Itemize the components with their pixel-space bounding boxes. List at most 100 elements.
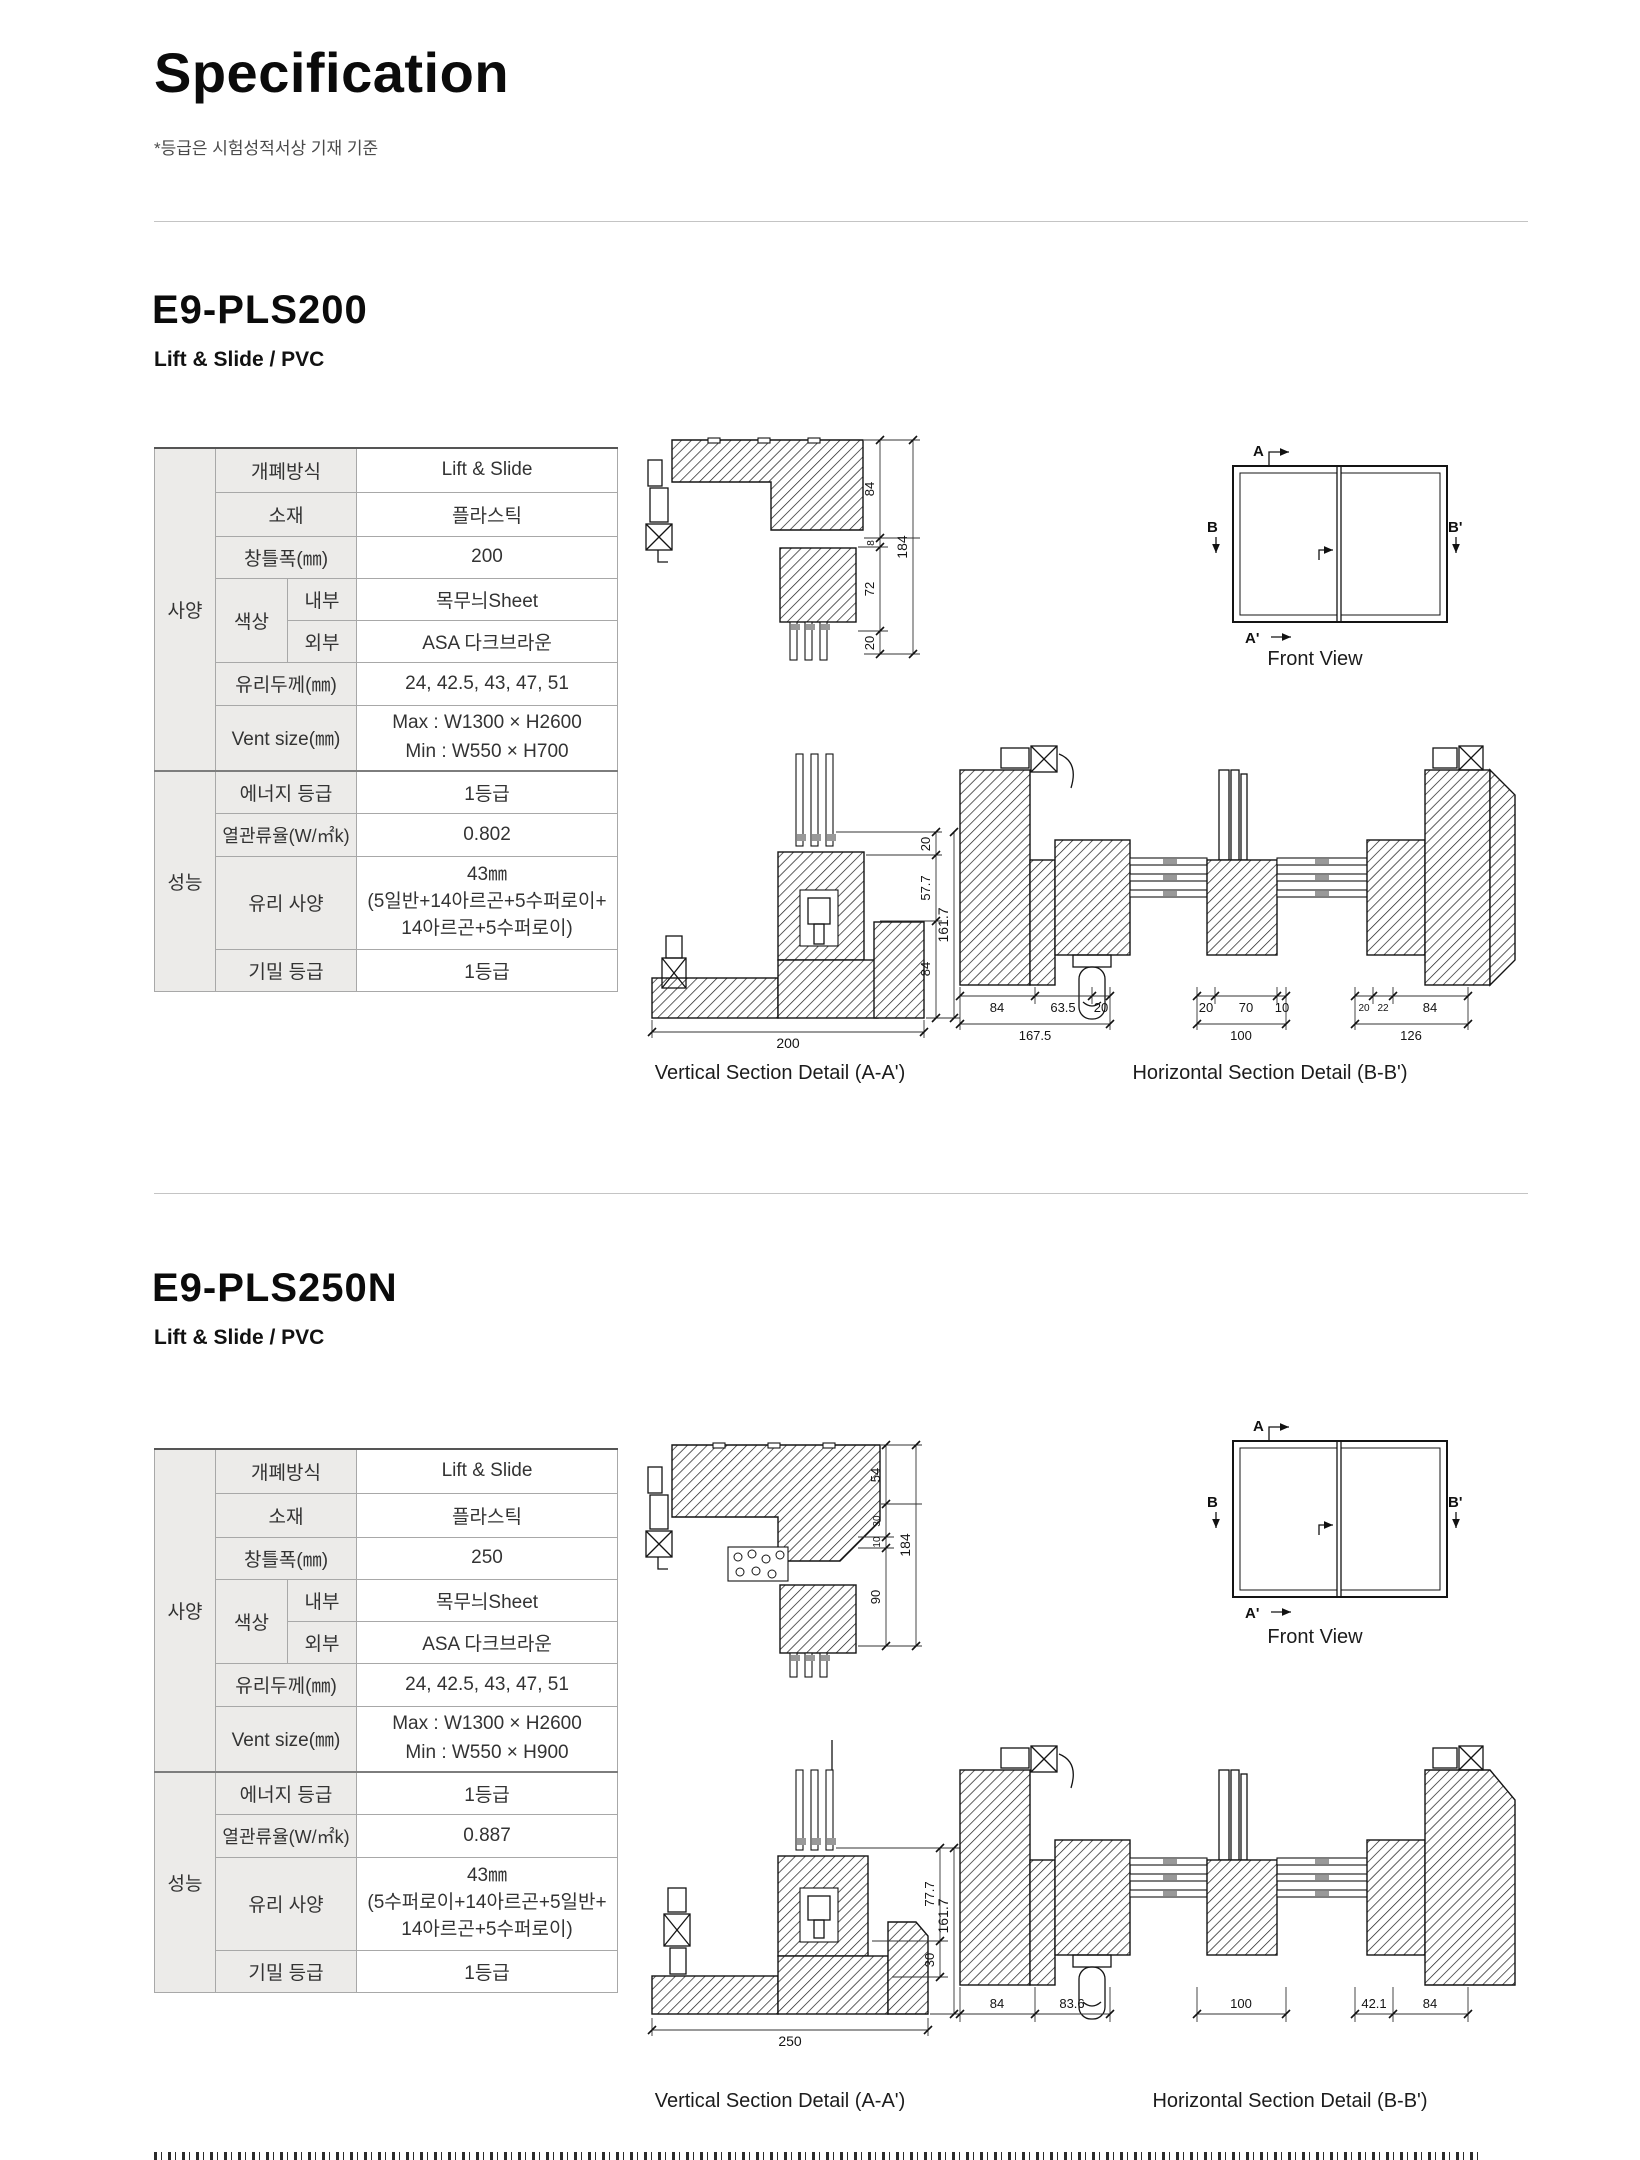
row-value-uvalue: 0.802: [356, 812, 619, 857]
dim-label: 70: [1239, 1000, 1253, 1015]
row-value-material: 플라스틱: [356, 491, 619, 537]
row-label-material: 소재: [214, 491, 358, 537]
dim-label: 77.7: [922, 1881, 937, 1906]
row-value-color-inner: 목무늬Sheet: [356, 1578, 619, 1622]
row-label-frame-width: 창틀폭(㎜): [214, 1536, 358, 1580]
section-marker-b: B: [1207, 519, 1218, 536]
dim-label: 20: [918, 837, 933, 851]
section-marker-b: B: [1207, 1494, 1218, 1511]
divider-line: [154, 1193, 1528, 1194]
glass-spec-line: 14아르곤+5수퍼로이): [401, 1918, 573, 1940]
dim-label: 90: [868, 1590, 883, 1604]
dim-overall-label: 126: [1400, 1028, 1422, 1043]
section-marker-a: A: [1253, 443, 1264, 460]
horizontal-section-caption: Horizontal Section Detail (B-B'): [1132, 1062, 1408, 1084]
dim-overall-label: 184: [897, 1533, 913, 1557]
horizontal-section-drawing: 84 63.5 20 167.5 20 70 10 100 20 22 84 1…: [955, 745, 1516, 1043]
section-marker-a-prime: A': [1245, 1605, 1259, 1620]
row-label-glass-spec: 유리 사양: [214, 1856, 358, 1951]
front-view-caption: Front View: [1267, 648, 1363, 670]
dim-overall-label: 100: [1230, 1028, 1252, 1043]
front-view-drawing: A A' B B': [1207, 1418, 1462, 1620]
dim-label: 20: [1199, 1000, 1213, 1015]
row-value-open-type: Lift & Slide: [356, 1448, 619, 1494]
row-label-vent-size: Vent size(㎜): [214, 1705, 358, 1773]
front-view-caption: Front View: [1267, 1626, 1363, 1648]
row-value-glass-thickness: 24, 42.5, 43, 47, 51: [356, 661, 619, 706]
dim-label: 8: [866, 540, 877, 546]
page-note: *등급은 시험성적서상 기재 기준: [154, 139, 379, 158]
dim-overall-label: 184: [894, 535, 910, 559]
row-label-color: 색상: [215, 577, 288, 663]
dim-label: 100: [1230, 1996, 1252, 2011]
dim-label: 84: [918, 962, 933, 976]
row-value-glass-spec: 43㎜ (5일반+14아르곤+5수퍼로이+ 14아르곤+5수퍼로이): [356, 855, 619, 950]
glass-spec-line: 43㎜: [466, 864, 508, 886]
row-label-color: 색상: [215, 1578, 288, 1664]
dim-label: 84: [990, 1000, 1004, 1015]
row-label-material: 소재: [214, 1492, 358, 1538]
dim-label: 84: [1423, 1000, 1437, 1015]
spec-table: 사양 개폐방식 Lift & Slide 소재 플라스틱 창틀폭(㎜) 250 …: [154, 1448, 619, 1993]
row-label-vent-size: Vent size(㎜): [214, 704, 358, 772]
row-label-open-type: 개폐방식: [214, 1448, 358, 1494]
dim-label: 83.6: [1059, 1996, 1084, 2011]
horizontal-section-drawing: 84 83.6 100 42.1 84: [955, 1745, 1516, 2022]
row-value-energy: 1등급: [356, 1771, 619, 1815]
row-value-frame-width: 200: [356, 535, 619, 579]
dim-label: 54: [868, 1468, 883, 1482]
row-label-frame-width: 창틀폭(㎜): [214, 535, 358, 579]
group-spec: 사양: [154, 1448, 216, 1773]
dim-label: 20: [1358, 1003, 1370, 1014]
glass-spec-line: 14아르곤+5수퍼로이): [401, 917, 573, 939]
vent-max: Max : W1300 × H2600: [392, 712, 582, 734]
row-label-glass-spec: 유리 사양: [214, 855, 358, 950]
row-label-color-inner: 내부: [286, 577, 358, 621]
row-value-frame-width: 250: [356, 1536, 619, 1580]
page-title: Specification: [154, 41, 510, 104]
divider-line: [154, 221, 1528, 222]
row-value-open-type: Lift & Slide: [356, 447, 619, 493]
row-label-color-inner: 내부: [286, 1578, 358, 1622]
row-label-uvalue: 열관류율(W/㎡k): [214, 1813, 358, 1858]
row-value-vent-size: Max : W1300 × H2600 Min : W550 × H900: [356, 1705, 619, 1773]
row-value-airtight: 1등급: [356, 1949, 619, 1993]
product-model-title: E9-PLS250N: [152, 1266, 398, 1310]
dim-label: 72: [862, 582, 877, 596]
row-label-glass-thickness: 유리두께(㎜): [214, 1662, 358, 1707]
vertical-section-caption: Vertical Section Detail (A-A'): [654, 1062, 906, 1084]
row-value-color-outer: ASA 다크브라운: [356, 619, 619, 663]
vertical-section-bottom-drawing: 20 57.7 84 161.7 200: [647, 753, 960, 1050]
row-value-glass-thickness: 24, 42.5, 43, 47, 51: [356, 1662, 619, 1707]
dim-label: 10: [872, 1536, 883, 1548]
row-value-airtight: 1등급: [356, 948, 619, 992]
dim-overall-label: 161.7: [935, 907, 951, 942]
product-model-title: E9-PLS200: [152, 288, 368, 332]
section-marker-a: A: [1253, 1418, 1264, 1435]
dim-label: 10: [1275, 1000, 1289, 1015]
dim-label: 84: [990, 1996, 1004, 2011]
vertical-section-bottom-drawing: 77.7 30 161.7 250: [647, 1740, 960, 2048]
row-label-color-outer: 외부: [286, 619, 358, 663]
group-performance: 성능: [154, 770, 216, 992]
row-value-glass-spec: 43㎜ (5수퍼로이+14아르곤+5일반+ 14아르곤+5수퍼로이): [356, 1856, 619, 1951]
group-spec: 사양: [154, 447, 216, 772]
row-label-airtight: 기밀 등급: [214, 1949, 358, 1993]
dim-overall-label: 161.7: [935, 1898, 951, 1933]
group-performance: 성능: [154, 1771, 216, 1993]
dim-label: 42.1: [1361, 1996, 1386, 2011]
row-label-glass-thickness: 유리두께(㎜): [214, 661, 358, 706]
dim-label: 84: [1423, 1996, 1437, 2011]
dim-label: 57.7: [918, 875, 933, 900]
section-marker-b-prime: B': [1448, 1494, 1462, 1511]
vertical-section-top-drawing: 84 8 72 20 184: [645, 435, 920, 661]
dim-width-label: 200: [776, 1035, 800, 1050]
row-label-color-outer: 외부: [286, 1620, 358, 1664]
dim-overall-label: 167.5: [1019, 1028, 1052, 1043]
clipped-footnote-text: [154, 2152, 1480, 2160]
dim-label: 22: [1377, 1003, 1389, 1014]
spec-table: 사양 개폐방식 Lift & Slide 소재 플라스틱 창틀폭(㎜) 200 …: [154, 447, 619, 992]
glass-spec-line: (5일반+14아르곤+5수퍼로이+: [367, 891, 607, 913]
row-value-color-inner: 목무늬Sheet: [356, 577, 619, 621]
